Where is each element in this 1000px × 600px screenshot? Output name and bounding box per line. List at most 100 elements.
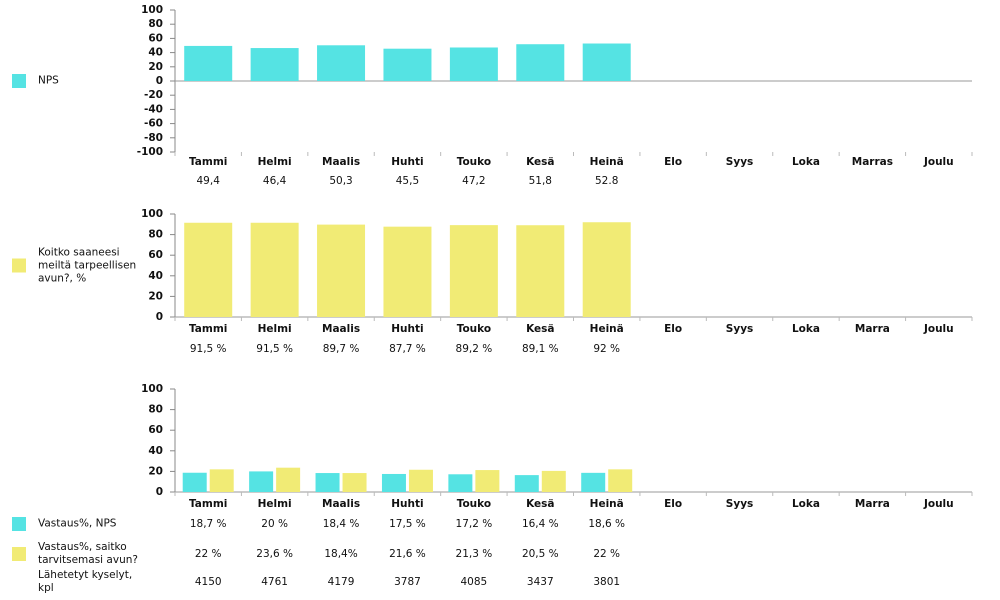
value-label: 92 % — [593, 343, 620, 355]
x-tick-label: Tammi — [189, 156, 227, 168]
legend-swatch — [12, 74, 26, 88]
bar — [315, 473, 340, 492]
value-label: 16,4 % — [522, 518, 559, 530]
x-tick-label: Marra — [855, 323, 890, 335]
legend-label: Koitko saaneesi meiltä tarpeellisen avun… — [38, 246, 137, 284]
x-tick-label: Helmi — [258, 498, 292, 510]
bar — [276, 467, 301, 492]
value-label: 17,2 % — [456, 518, 493, 530]
bar — [475, 470, 500, 492]
x-tick-label: Elo — [664, 498, 682, 510]
bar — [342, 473, 367, 492]
legend-label: Vastaus%, saitko tarvitsemasi avun? — [38, 541, 138, 566]
value-label: 18,4 % — [323, 518, 360, 530]
bar — [582, 222, 631, 317]
bar — [209, 469, 234, 492]
x-tick-label: Heinä — [590, 156, 624, 168]
y-tick-label: 100 — [141, 383, 163, 395]
value-label: 17,5 % — [389, 518, 426, 530]
x-tick-label: Elo — [664, 156, 682, 168]
y-tick-label: 40 — [148, 47, 163, 59]
x-tick-label: Huhti — [391, 156, 423, 168]
bar — [249, 471, 274, 492]
value-label: 20,5 % — [522, 548, 559, 560]
bar — [381, 473, 406, 492]
legend-label: NPS — [38, 74, 59, 87]
x-tick-label: Huhti — [391, 498, 423, 510]
x-tick-label: Maalis — [322, 323, 360, 335]
table-value: 4150 — [195, 576, 222, 588]
x-tick-label: Kesä — [526, 323, 554, 335]
bar — [516, 225, 565, 317]
y-tick-label: 60 — [148, 249, 163, 261]
value-label: 21,3 % — [456, 548, 493, 560]
y-tick-label: -40 — [144, 103, 163, 115]
value-label: 21,6 % — [389, 548, 426, 560]
value-label: 23,6 % — [256, 548, 293, 560]
x-tick-label: Touko — [457, 156, 491, 168]
y-tick-label: 0 — [156, 75, 163, 87]
x-tick-label: Heinä — [590, 498, 624, 510]
value-label: 87,7 % — [389, 343, 426, 355]
x-tick-label: Marra — [855, 498, 890, 510]
y-tick-label: -80 — [144, 132, 163, 144]
y-tick-label: 40 — [148, 445, 163, 457]
value-label: 49,4 — [197, 175, 221, 187]
value-label: 89,1 % — [522, 343, 559, 355]
x-tick-label: Maalis — [322, 498, 360, 510]
y-tick-label: 40 — [148, 270, 163, 282]
x-tick-label: Touko — [457, 323, 491, 335]
value-label: 50,3 — [329, 175, 352, 187]
bar — [182, 472, 207, 492]
x-tick-label: Tammi — [189, 498, 227, 510]
value-label: 18,4% — [324, 548, 357, 560]
x-tick-label: Helmi — [258, 156, 292, 168]
x-tick-label: Joulu — [923, 156, 954, 168]
y-tick-label: -20 — [144, 89, 163, 101]
table-value: 3787 — [394, 576, 421, 588]
x-tick-label: Syys — [726, 323, 754, 335]
x-tick-label: Loka — [792, 323, 820, 335]
x-tick-label: Kesä — [526, 156, 554, 168]
bar — [383, 48, 432, 81]
y-tick-label: 100 — [141, 4, 163, 16]
value-label: 51,8 — [529, 175, 552, 187]
x-tick-label: Heinä — [590, 323, 624, 335]
value-label: 91,5 % — [190, 343, 227, 355]
y-tick-label: 0 — [156, 311, 163, 323]
y-tick-label: -100 — [137, 146, 163, 158]
bar — [383, 226, 432, 317]
x-tick-label: Touko — [457, 498, 491, 510]
bar — [449, 47, 498, 81]
x-tick-label: Huhti — [391, 323, 423, 335]
x-tick-label: Marras — [852, 156, 893, 168]
y-tick-label: 20 — [148, 465, 163, 477]
x-tick-label: Syys — [726, 498, 754, 510]
bar — [514, 475, 539, 492]
bar — [448, 474, 473, 492]
bar — [449, 225, 498, 317]
value-label: 22 % — [195, 548, 222, 560]
table-value: 4085 — [461, 576, 488, 588]
y-tick-label: -60 — [144, 118, 163, 130]
x-tick-label: Joulu — [923, 498, 954, 510]
bar — [250, 222, 299, 317]
value-label: 20 % — [261, 518, 288, 530]
y-tick-label: 100 — [141, 208, 163, 220]
y-tick-label: 20 — [148, 290, 163, 302]
y-tick-label: 80 — [148, 229, 163, 241]
value-label: 52.8 — [595, 175, 618, 187]
bar — [184, 222, 233, 317]
bar — [408, 469, 433, 492]
y-tick-label: 60 — [148, 424, 163, 436]
x-tick-label: Joulu — [923, 323, 954, 335]
value-label: 18,7 % — [190, 518, 227, 530]
legend-swatch — [12, 258, 26, 273]
value-label: 22 % — [593, 548, 620, 560]
legend-swatch — [12, 517, 26, 531]
table-value: 3437 — [527, 576, 554, 588]
x-tick-label: Syys — [726, 156, 754, 168]
legend-label: Vastaus%, NPS — [38, 517, 117, 530]
